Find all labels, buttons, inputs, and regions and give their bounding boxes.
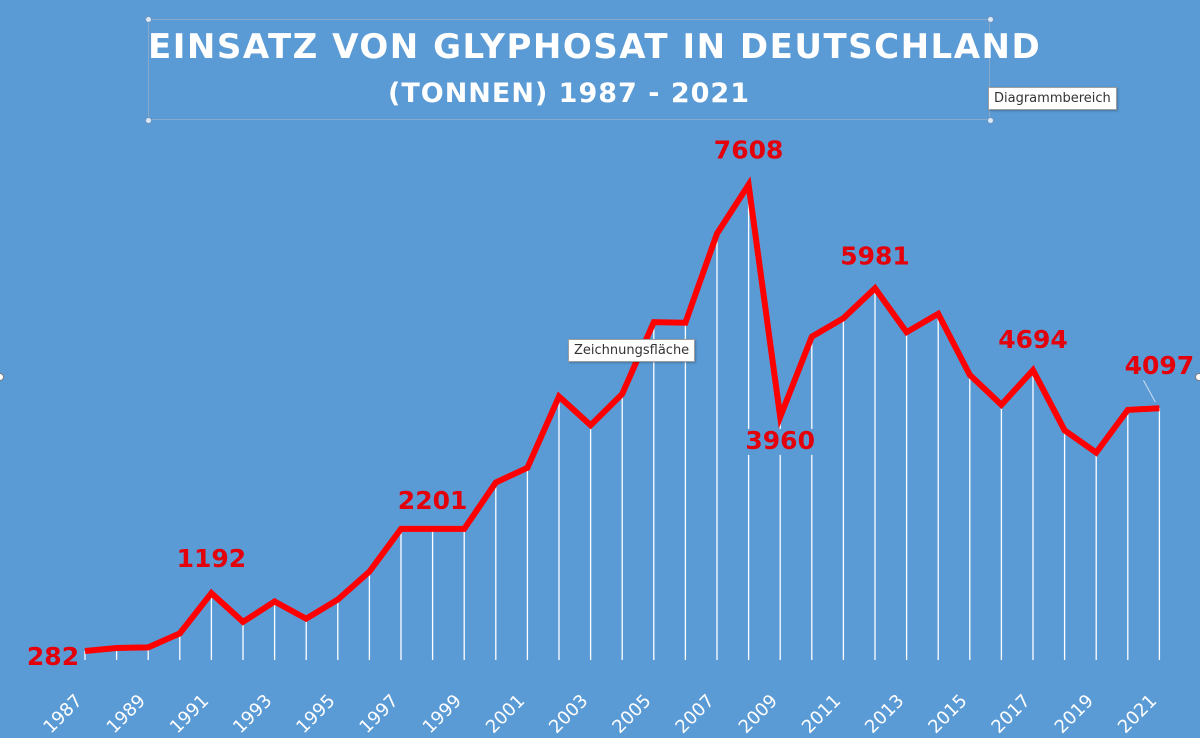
x-tick-label-2021: 2021 <box>1114 690 1161 737</box>
chart-title: EINSATZ VON GLYPHOSAT IN DEUTSCHLAND <box>148 27 1042 67</box>
x-tick-label-2001: 2001 <box>482 690 529 737</box>
x-tick-label-2003: 2003 <box>545 690 592 737</box>
x-tick-label-2011: 2011 <box>798 690 845 737</box>
data-label-bg-2008 <box>711 138 786 165</box>
x-tick-label-2007: 2007 <box>671 690 718 737</box>
x-tick-label-2013: 2013 <box>861 690 908 737</box>
x-tick-label-2015: 2015 <box>924 690 971 737</box>
x-tick-label-1995: 1995 <box>292 690 339 737</box>
title-resize-handle-top-right[interactable] <box>987 16 994 23</box>
data-label-2009: 3960 <box>745 426 815 455</box>
data-label-2017: 4694 <box>998 325 1068 354</box>
data-label-bg-2009 <box>743 428 818 455</box>
series-line-glyphosat <box>84 176 1160 654</box>
x-tick-label-2009: 2009 <box>735 690 782 737</box>
chart-subtitle: (TONNEN) 1987 - 2021 <box>388 78 750 109</box>
chart-resize-handle-right[interactable] <box>1195 373 1200 381</box>
x-tick-label-1991: 1991 <box>166 690 213 737</box>
chart-title-frame[interactable] <box>148 19 990 120</box>
data-label-1998: 2201 <box>398 486 468 515</box>
data-labels: 282 1192 2201 7608 3960 5981 4694 4097 <box>24 136 1197 672</box>
title-resize-handle-top-left[interactable] <box>145 16 152 23</box>
title-resize-handle-bottom-right[interactable] <box>987 117 994 124</box>
leader-line-2021 <box>1142 379 1156 403</box>
x-tick-label-1987: 1987 <box>39 690 86 737</box>
data-label-bg-1998 <box>395 488 470 515</box>
x-tick-label-1993: 1993 <box>229 690 276 737</box>
data-label-bg-1991 <box>174 547 249 574</box>
x-tick-label-2005: 2005 <box>608 690 655 737</box>
title-resize-handle-bottom-left[interactable] <box>145 117 152 124</box>
x-tick-label-1989: 1989 <box>103 690 150 737</box>
data-label-1987: 282 <box>27 642 79 671</box>
data-label-bg-2021 <box>1122 354 1197 381</box>
data-label-bg-1987 <box>24 645 82 672</box>
x-axis-tick-labels: 1987 1989 1991 1993 1995 1997 1999 2001 2003 2005… <box>39 690 1161 737</box>
data-label-2008: 7608 <box>714 136 784 165</box>
drop-lines <box>84 184 1161 660</box>
data-label-2021: 4097 <box>1125 351 1195 380</box>
data-label-bg-2017 <box>996 328 1070 355</box>
x-tick-label-1997: 1997 <box>355 690 402 737</box>
x-tick-label-1999: 1999 <box>419 690 466 737</box>
data-label-2012: 5981 <box>840 241 910 270</box>
data-label-1991: 1192 <box>177 544 247 573</box>
chart-area-tooltip: Diagrammbereich <box>988 87 1117 110</box>
plot-area-tooltip: Zeichnungsfläche <box>568 339 696 362</box>
x-tick-label-2019: 2019 <box>1051 690 1098 737</box>
x-tick-label-2017: 2017 <box>987 690 1034 737</box>
data-label-bg-2012 <box>838 244 912 271</box>
